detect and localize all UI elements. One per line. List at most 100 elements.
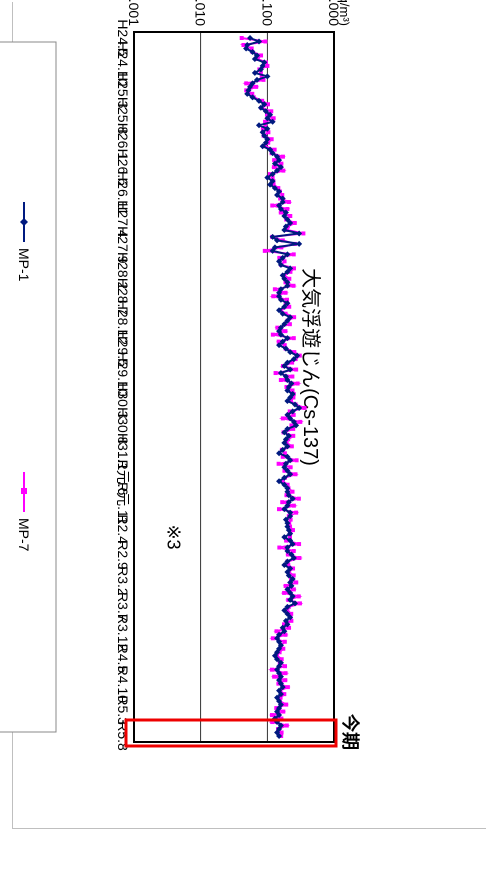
- series-mp1-point: [296, 230, 303, 237]
- series-mp1-point: [276, 733, 283, 739]
- annotation-note: ※3: [163, 524, 183, 549]
- x-tick-label: H27.9: [115, 226, 131, 264]
- series-mp7-point: [294, 367, 299, 372]
- series-mp7-point: [297, 601, 302, 606]
- series-mp1-point: [282, 460, 289, 467]
- series-mp7-point: [274, 629, 279, 634]
- series-mp7-point: [288, 517, 293, 522]
- series-mp7-point: [297, 542, 302, 547]
- series-mp1-point: [287, 565, 294, 572]
- series-mp7-point: [288, 465, 293, 470]
- x-tick-label: H24.5: [115, 19, 131, 57]
- series-mp7-point: [270, 203, 275, 208]
- series-mp1-point: [264, 136, 271, 143]
- series-mp1-point: [279, 199, 286, 206]
- series-mp1-point: [277, 331, 284, 338]
- series-mp1-point: [281, 321, 288, 328]
- x-tick-label: H30.8: [115, 407, 131, 445]
- series-mp1-point: [261, 101, 268, 108]
- series-mp1-point: [279, 310, 286, 317]
- x-tick-label: H25.8: [115, 97, 131, 135]
- series-mp7-point: [271, 294, 276, 299]
- series-mp1-point: [264, 73, 271, 80]
- series-mp1-point: [287, 314, 294, 321]
- series-mp1-point: [271, 652, 278, 659]
- series-mp1-point: [249, 94, 256, 101]
- series-mp7-point: [297, 556, 302, 561]
- series-mp7-point: [284, 297, 289, 302]
- series-mp1-point: [264, 174, 271, 181]
- series-mp7-point: [272, 147, 277, 152]
- series-mp7-point: [278, 378, 283, 383]
- series-mp1-point: [243, 45, 250, 52]
- series-mp7-point: [283, 678, 288, 683]
- y-tick-label: 0.010: [193, 0, 209, 26]
- series-mp1-point: [285, 499, 292, 506]
- series-mp1-point: [290, 356, 297, 363]
- x-tick-label: H26.6: [115, 149, 131, 187]
- series-mp7-point: [290, 388, 295, 393]
- series-mp1-point: [247, 35, 254, 41]
- series-mp7-point: [262, 248, 267, 253]
- series-mp1-point: [277, 642, 284, 649]
- series-mp1-point: [279, 338, 286, 345]
- series-mp7-point: [282, 639, 287, 644]
- series-mp7-point: [273, 371, 278, 376]
- legend-box: [0, 41, 57, 733]
- series-mp1-point: [262, 108, 269, 115]
- series-mp7-point: [265, 102, 270, 107]
- series-mp7-point: [285, 482, 290, 487]
- series-mp1-point: [289, 495, 296, 502]
- x-tick-label: R5.3: [115, 695, 131, 725]
- series-mp1-point: [287, 596, 294, 603]
- series-mp1-point: [267, 146, 274, 153]
- series-mp1-point: [259, 143, 266, 150]
- series-mp1-point: [277, 722, 284, 729]
- series-mp1-point: [296, 404, 303, 411]
- series-mp7-point: [291, 549, 296, 554]
- series-mp7-point: [287, 322, 292, 327]
- series-mp1-point: [281, 506, 288, 513]
- series-mp7-point: [272, 287, 277, 292]
- series-mp1-point: [294, 352, 301, 359]
- y-tick-label: 0.001: [126, 0, 142, 26]
- x-tick-label: H26.1: [115, 123, 131, 161]
- series-mp1-point: [276, 202, 283, 209]
- series-mp1-point: [251, 69, 258, 76]
- series-mp7-point: [291, 283, 296, 288]
- series-mp1-point: [261, 132, 268, 139]
- series-mp7-point: [282, 590, 287, 595]
- current-period-box: [124, 718, 338, 748]
- series-mp7-point: [292, 315, 297, 320]
- series-mp1-point: [256, 122, 263, 129]
- series-mp1-point: [279, 195, 286, 202]
- series-mp1-point: [261, 59, 268, 66]
- series-mp7-point: [289, 444, 294, 449]
- series-mp7-point: [270, 332, 275, 337]
- chart-title: 大気浮遊じん(Cs-137): [299, 268, 322, 466]
- series-mp1-point: [281, 212, 288, 219]
- series-mp7-point: [281, 168, 286, 173]
- series-mp7-point: [259, 53, 264, 58]
- series-mp1-point: [267, 111, 274, 118]
- series-mp7-point: [280, 154, 285, 159]
- series-mp1-point: [285, 572, 292, 579]
- series-mp7-point: [270, 175, 275, 180]
- series-mp7-point: [263, 39, 268, 44]
- series-mp1-point: [285, 492, 292, 499]
- x-tick-label: H28.12: [115, 300, 131, 345]
- series-mp7-point: [287, 304, 292, 309]
- series-mp1-point: [282, 223, 289, 230]
- series-mp7-point: [280, 416, 285, 421]
- series-mp1-point: [281, 534, 288, 541]
- series-mp7-point: [290, 489, 295, 494]
- series-mp7-point: [279, 730, 284, 735]
- x-tick-label: R2.4: [115, 514, 131, 544]
- series-mp7-point: [290, 528, 295, 533]
- series-mp1-point: [289, 575, 296, 582]
- x-tick-label: H28.2: [115, 252, 131, 290]
- x-tick-label: H26.11: [115, 171, 131, 215]
- series-mp1-point: [254, 76, 261, 83]
- series-mp7-point: [292, 220, 297, 225]
